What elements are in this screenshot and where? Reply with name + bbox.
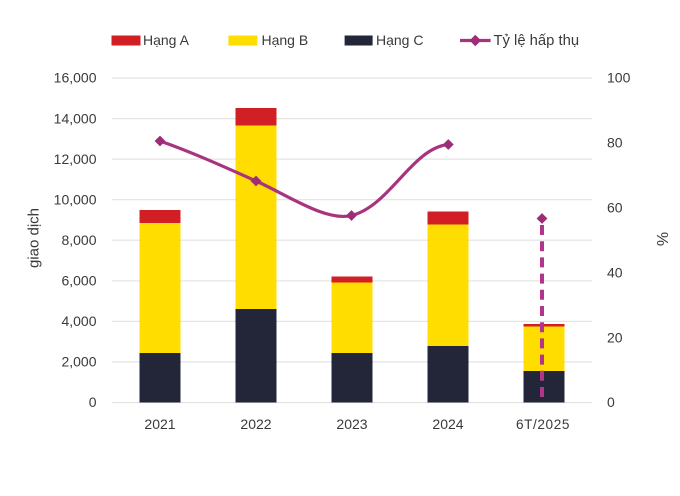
svg-text:100: 100	[607, 70, 631, 86]
svg-text:2024: 2024	[432, 416, 463, 432]
svg-text:2,000: 2,000	[61, 354, 96, 370]
svg-text:4,000: 4,000	[61, 313, 96, 329]
svg-text:giao dịch: giao dịch	[26, 208, 43, 268]
svg-text:60: 60	[607, 200, 623, 216]
svg-text:%: %	[653, 232, 670, 246]
svg-text:2021: 2021	[144, 416, 175, 432]
svg-text:8,000: 8,000	[61, 232, 96, 248]
svg-text:Hạng A: Hạng A	[143, 32, 190, 48]
svg-text:2023: 2023	[336, 416, 367, 432]
svg-text:6T/2025: 6T/2025	[516, 417, 570, 432]
svg-text:10,000: 10,000	[54, 191, 97, 207]
svg-text:20: 20	[607, 329, 623, 345]
svg-text:12,000: 12,000	[54, 151, 97, 167]
svg-text:80: 80	[607, 135, 623, 151]
svg-text:2022: 2022	[240, 416, 271, 432]
svg-text:40: 40	[607, 264, 623, 280]
svg-text:0: 0	[89, 394, 97, 410]
svg-text:Hạng C: Hạng C	[376, 32, 423, 48]
svg-text:6,000: 6,000	[61, 273, 96, 289]
svg-text:Hạng B: Hạng B	[262, 32, 309, 48]
svg-text:16,000: 16,000	[54, 70, 97, 86]
svg-text:14,000: 14,000	[54, 110, 97, 126]
svg-text:Tỷ lệ hấp thụ: Tỷ lệ hấp thụ	[494, 33, 580, 49]
svg-text:0: 0	[607, 394, 615, 410]
